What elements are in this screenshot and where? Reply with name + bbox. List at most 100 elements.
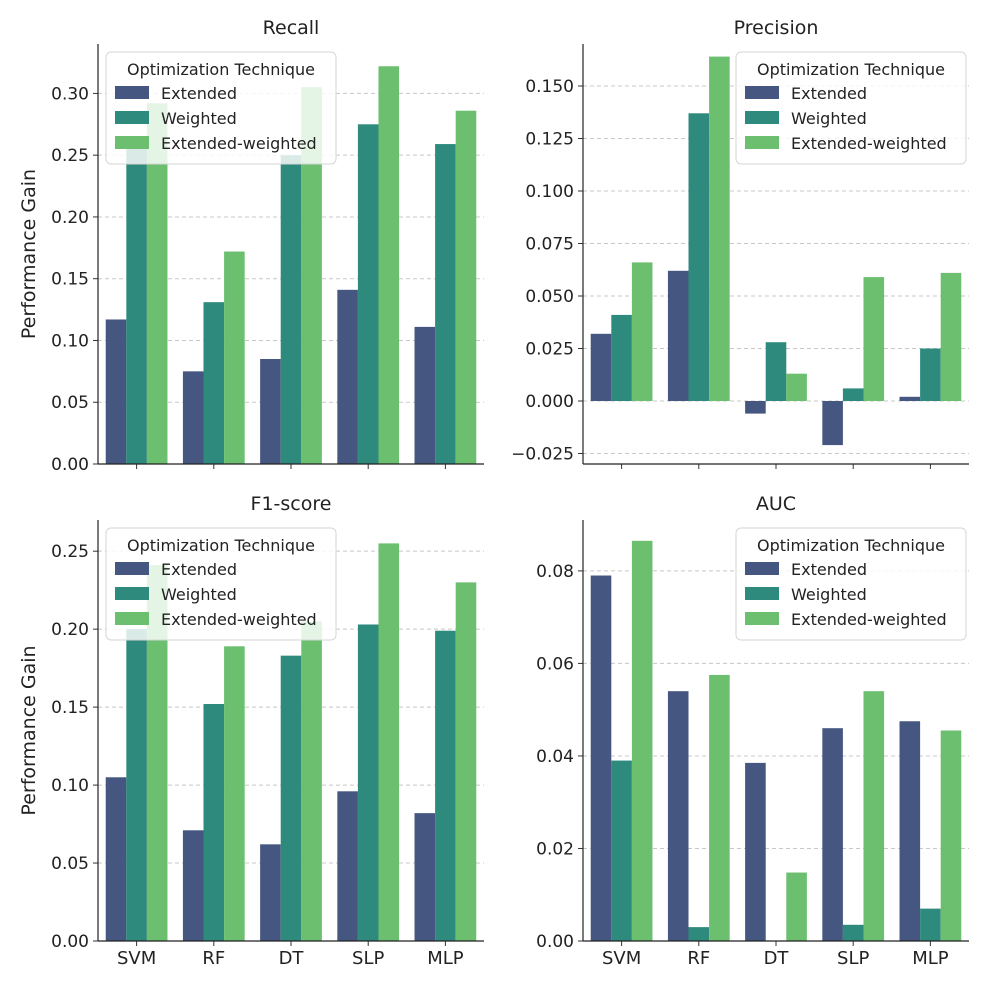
- recall-legend-swatch-extended-weighted: [115, 136, 149, 149]
- f1-score-bar-rf-extended: [182, 830, 204, 941]
- auc-legend-swatch-extended-weighted: [745, 612, 779, 625]
- auc-legend-swatch-weighted: [745, 587, 779, 600]
- f1-score-ytick-label: 0.25: [51, 542, 89, 562]
- f1-score-ylabel: Performance Gain: [18, 645, 40, 815]
- auc-ytick-label: 0.04: [536, 747, 574, 767]
- precision-legend-label: Extended-weighted: [791, 134, 947, 153]
- auc-xtick-label: RF: [687, 948, 710, 969]
- auc-ytick-label: 0.02: [536, 839, 574, 859]
- precision-legend: Optimization Technique Extended Weighted Ex…: [735, 51, 967, 165]
- f1-score-bar-dt-extended-weighted: [301, 621, 322, 941]
- precision-bar-slp-extended-weighted: [863, 277, 885, 401]
- auc-legend-label: Extended-weighted: [791, 610, 947, 629]
- precision-bar-rf-extended-weighted: [709, 56, 730, 401]
- f1-score-bar-svm-extended-weighted: [146, 565, 168, 941]
- recall-ytick-label: 0.05: [51, 393, 89, 413]
- auc-ytick-label: 0.08: [536, 562, 574, 582]
- precision-ytick-label: 0.000: [525, 392, 574, 412]
- f1-score-bar-dt-weighted: [280, 655, 302, 941]
- auc-xtick-label: SVM: [602, 948, 641, 969]
- auc-panel: 0.00 0.02 0.04 0.06 0.08 SVM RF DT SLP MLP AUC Opti…: [536, 493, 969, 969]
- precision-legend-swatch-extended: [745, 86, 779, 99]
- f1-score-xtick-label: MLP: [427, 948, 464, 969]
- precision-legend-title: Optimization Technique: [757, 60, 945, 79]
- f1-score-legend-frame: [105, 527, 337, 641]
- recall-ytick-label: 0.00: [51, 455, 89, 475]
- recall-legend: Optimization Technique Extended Weighted Ex…: [105, 51, 337, 165]
- recall-legend-title: Optimization Technique: [127, 60, 315, 79]
- f1-score-ytick-label: 0.05: [51, 854, 89, 874]
- recall-ytick-label: 0.15: [51, 270, 89, 290]
- precision-bar-dt-extended-weighted: [786, 373, 807, 401]
- f1-score-panel: 0.00 0.05 0.10 0.15 0.20 0.25 SVM RF DT SLP MLP F1-…: [18, 493, 484, 969]
- precision-bar-svm-weighted: [611, 314, 632, 401]
- recall-legend-swatch-weighted: [115, 111, 149, 124]
- recall-bar-dt-extended-weighted: [301, 87, 322, 464]
- recall-ytick-label: 0.25: [51, 146, 89, 166]
- auc-ytick-label: 0.06: [536, 654, 574, 674]
- recall-bar-svm-extended-weighted: [146, 103, 168, 464]
- precision-bar-dt-weighted: [765, 342, 787, 401]
- f1-score-bar-mlp-weighted: [435, 630, 456, 941]
- f1-score-ytick-label: 0.20: [51, 620, 89, 640]
- recall-legend-label: Extended-weighted: [161, 134, 317, 153]
- precision-legend-label: Extended: [791, 84, 867, 103]
- f1-score-legend-title: Optimization Technique: [127, 536, 315, 555]
- auc-bar-mlp-extended: [899, 721, 921, 941]
- precision-ytick-label: 0.100: [525, 182, 574, 202]
- f1-score-bar-svm-extended: [105, 777, 127, 941]
- auc-legend-title: Optimization Technique: [757, 536, 945, 555]
- recall-bar-rf-extended: [182, 371, 204, 464]
- precision-legend-frame: [735, 51, 967, 165]
- recall-bar-dt-weighted: [280, 155, 302, 465]
- f1-score-title: F1-score: [251, 493, 332, 515]
- precision-legend-swatch-weighted: [745, 111, 779, 124]
- auc-legend: Optimization Technique Extended Weighted Ex…: [735, 527, 967, 641]
- precision-bar-svm-extended: [590, 333, 612, 401]
- f1-score-legend-swatch-extended: [115, 562, 149, 575]
- f1-score-bar-slp-extended: [337, 791, 358, 941]
- auc-title: AUC: [756, 493, 796, 515]
- auc-bar-mlp-extended-weighted: [940, 730, 962, 941]
- recall-legend-swatch-extended: [115, 86, 149, 99]
- f1-score-bar-rf-weighted: [203, 703, 225, 941]
- precision-bar-svm-extended-weighted: [631, 262, 653, 401]
- f1-score-bar-mlp-extended: [414, 813, 436, 941]
- recall-bar-svm-weighted: [126, 149, 147, 464]
- precision-bar-rf-extended: [667, 270, 689, 401]
- auc-bar-rf-weighted: [688, 927, 710, 941]
- f1-score-legend-swatch-weighted: [115, 587, 149, 600]
- f1-score-legend-swatch-extended-weighted: [115, 612, 149, 625]
- precision-bar-mlp-extended-weighted: [940, 272, 962, 401]
- auc-bar-mlp-weighted: [920, 908, 941, 941]
- precision-bar-rf-weighted: [688, 113, 710, 402]
- auc-xtick-label: DT: [764, 948, 790, 969]
- f1-score-xtick-label: RF: [202, 948, 225, 969]
- recall-ylabel: Performance Gain: [18, 169, 40, 339]
- auc-legend-swatch-extended: [745, 562, 779, 575]
- recall-bar-slp-extended-weighted: [378, 66, 400, 464]
- precision-ytick-label: 0.150: [525, 77, 574, 97]
- precision-title: Precision: [734, 17, 819, 39]
- precision-bar-dt-extended: [745, 401, 766, 414]
- precision-ytick-label: 0.125: [525, 130, 574, 150]
- precision-ytick-label: 0.050: [525, 287, 574, 307]
- auc-bar-dt-extended-weighted: [786, 872, 807, 941]
- f1-score-xtick-label: SLP: [352, 948, 384, 969]
- f1-score-bar-rf-extended-weighted: [224, 646, 245, 941]
- recall-bar-rf-weighted: [203, 302, 225, 464]
- f1-score-bar-dt-extended: [260, 844, 281, 941]
- f1-score-legend-label: Extended: [161, 560, 237, 579]
- f1-score-bar-svm-weighted: [126, 629, 147, 941]
- recall-ytick-label: 0.30: [51, 84, 89, 104]
- f1-score-bar-slp-extended-weighted: [378, 543, 400, 941]
- precision-bar-mlp-weighted: [920, 348, 941, 401]
- f1-score-bar-slp-weighted: [357, 624, 379, 941]
- f1-score-ytick-label: 0.15: [51, 698, 89, 718]
- f1-score-xtick-label: SVM: [117, 948, 156, 969]
- auc-bar-dt-extended: [745, 762, 766, 941]
- recall-legend-label: Weighted: [161, 109, 237, 128]
- recall-ytick-label: 0.10: [51, 331, 89, 351]
- f1-score-legend-label: Weighted: [161, 585, 237, 604]
